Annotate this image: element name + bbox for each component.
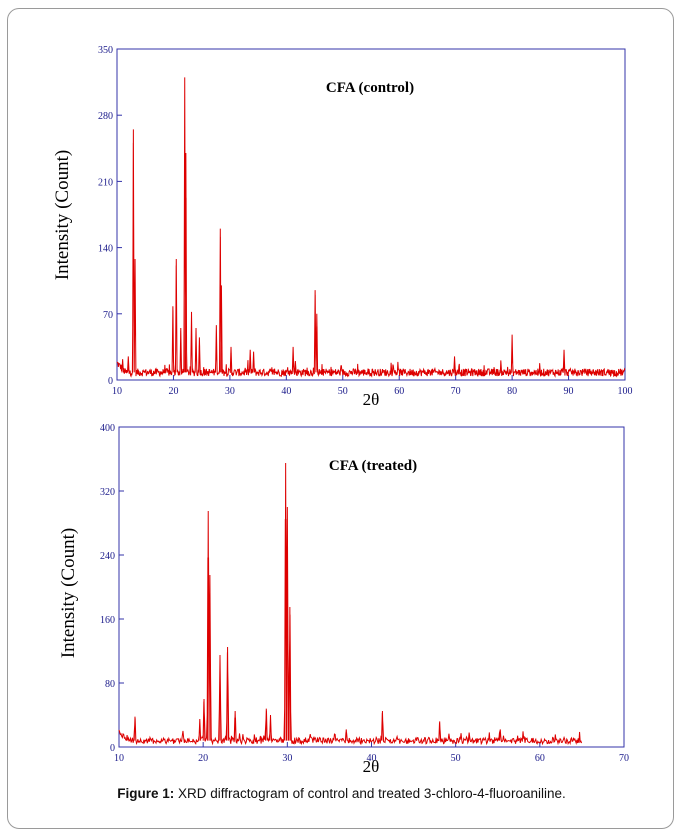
chart-treated: 0 80 160 240 320 400 10 20 30 40 50 60 70 CFA (trea… [58,423,629,776]
x-tick-label: 90 [564,386,574,397]
x-tick-label: 20 [168,386,178,397]
chart-control: 0 70 140 210 280 350 10 20 30 40 50 60 70 80 90 100 CF… [52,45,633,409]
chart-title-control: CFA (control) [326,80,414,96]
x-tick-label: 60 [535,753,545,764]
x-tick-label: 70 [451,386,461,397]
caption-label: Figure 1: [117,786,175,801]
y-tick-label: 80 [105,679,115,690]
y-ticks-treated: 0 80 160 240 320 400 [100,423,124,754]
y-tick-label: 0 [110,743,115,754]
y-tick-label: 140 [98,244,113,255]
x-tick-label: 70 [619,753,629,764]
x-tick-label: 60 [394,386,404,397]
x-tick-label: 50 [338,386,348,397]
y-tick-label: 70 [103,310,113,321]
y-tick-label: 280 [98,111,113,122]
x-tick-label: 80 [507,386,517,397]
y-tick-label: 0 [108,376,113,387]
y-tick-label: 240 [100,551,115,562]
x-tick-label: 40 [367,753,377,764]
x-tick-label: 30 [282,753,292,764]
x-tick-label: 20 [198,753,208,764]
x-tick-label: 40 [281,386,291,397]
y-axis-label-treated: Intensity (Count) [58,528,79,658]
y-tick-label: 160 [100,615,115,626]
y-tick-label: 320 [100,487,115,498]
plot-area-control [116,48,626,381]
x-tick-label: 50 [451,753,461,764]
trace-control [116,77,626,378]
y-axis-label-control: Intensity (Count) [52,150,73,280]
x-axis-label-treated: 2θ [363,757,380,776]
y-tick-label: 210 [98,177,113,188]
x-tick-label: 30 [225,386,235,397]
figure-caption: Figure 1: XRD diffractogram of control a… [0,786,683,801]
x-ticks-control: 10 20 30 40 50 60 70 80 90 100 [112,375,633,397]
x-axis-label-control: 2θ [363,390,380,409]
trace-treated [118,462,583,746]
y-ticks-control: 0 70 140 210 280 350 [98,45,122,387]
caption-text: XRD diffractogram of control and treated… [174,786,566,801]
figure-frame [7,8,674,829]
x-tick-label: 100 [618,386,633,397]
x-tick-label: 10 [114,753,124,764]
plot-area-treated [118,426,625,748]
chart-title-treated: CFA (treated) [329,458,417,474]
y-tick-label: 350 [98,45,113,56]
y-tick-label: 400 [100,423,115,434]
x-tick-label: 10 [112,386,122,397]
